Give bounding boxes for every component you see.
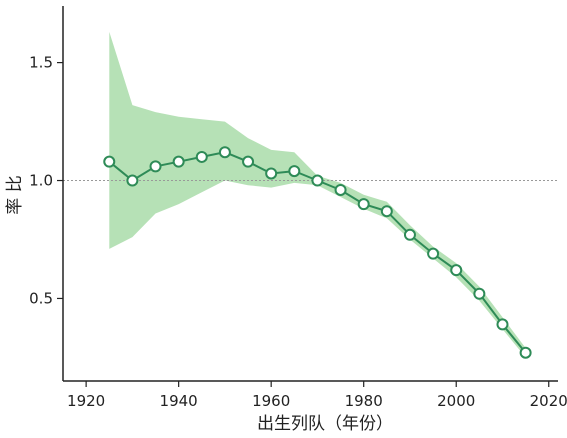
data-point [357,198,370,211]
y-axis-title: 率 比 [5,175,25,214]
x-tick-labels: 1920 1940 1960 1980 2000 2020 [67,392,567,410]
x-axis-title: 出生列队（年份） [257,414,393,434]
data-point [496,318,509,331]
data-point [288,165,301,178]
data-point [427,247,440,260]
data-point [311,174,324,187]
x-tick-label: 2000 [437,392,475,410]
y-tick-labels: 0.5 1.0 1.5 [29,54,53,308]
confidence-band [109,31,526,358]
x-tick-label: 1960 [252,392,290,410]
x-tick-label: 1980 [345,392,383,410]
data-point [103,155,116,168]
data-point [242,155,255,168]
y-tick-label: 1.0 [29,172,53,190]
data-point [403,228,416,241]
x-tick-label: 2020 [530,392,567,410]
data-point [126,174,139,187]
data-point [380,205,393,218]
data-point [334,183,347,196]
data-point [519,346,532,359]
data-point [195,150,208,163]
x-tick-label: 1920 [67,392,105,410]
data-point [218,146,231,159]
data-point [450,264,463,277]
series-marker-layer [103,146,532,359]
confidence-band-layer [109,31,526,358]
axes [57,6,558,387]
data-point [172,155,185,168]
data-point [265,167,278,180]
y-tick-label: 0.5 [29,289,53,307]
y-tick-label: 1.5 [29,54,53,72]
data-point [149,160,162,173]
x-tick-label: 1940 [160,392,198,410]
data-point [473,287,486,300]
